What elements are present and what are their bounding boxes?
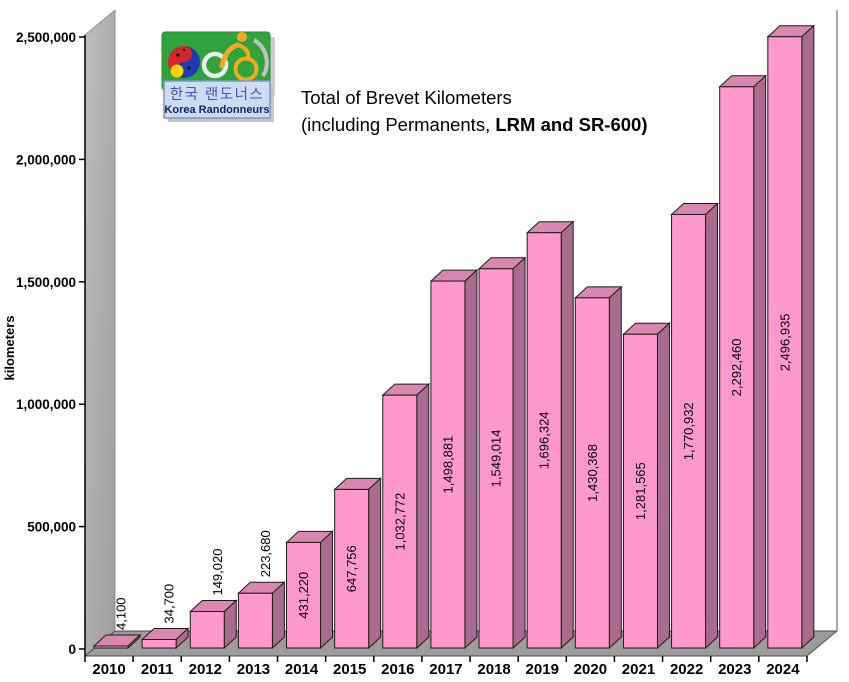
bar-side-2016 [416,383,430,650]
chart-title: Total of Brevet Kilometers (including Pe… [301,84,648,138]
bar-value-label-2013: 223,680 [258,530,273,577]
y-tick-label: 1,000,000 [16,397,76,412]
y-tick-label: 2,500,000 [16,30,76,45]
bar-value-label-2022: 1,770,932 [681,402,696,460]
bar-2010 [93,645,129,649]
bar-value-label-2011: 34,700 [162,584,177,624]
bar-side-2022 [705,202,719,650]
bar-2021 [622,333,658,649]
bar-2011 [141,639,177,649]
x-tick-label-2021: 2021 [622,661,655,678]
korea-randonneurs-logo: 한국 랜도너스 Korea Randonneurs [161,31,275,122]
bar-value-label-2016: 1,032,772 [392,493,407,551]
bar-2024 [767,36,803,649]
x-tick-label-2022: 2022 [670,661,703,678]
bar-value-label-2018: 1,549,014 [489,429,504,487]
bar-2018 [478,268,514,649]
bar-2023 [719,86,755,649]
bar-side-2023 [753,74,767,650]
y-tick-label: 0 [68,642,76,657]
bar-value-label-2012: 149,020 [210,549,225,596]
bar-2012 [189,611,225,649]
bar-value-label-2010: 4,100 [114,597,129,630]
bar-value-label-2014: 431,220 [296,572,311,619]
bar-2015 [334,488,370,649]
bar-value-label-2021: 1,281,565 [633,462,648,520]
bar-value-label-2017: 1,498,881 [440,436,455,494]
chart-title-line1: Total of Brevet Kilometers [301,87,512,108]
x-tick-label-2010: 2010 [92,661,125,678]
bar-side-2017 [464,268,478,650]
x-tick-label-2023: 2023 [718,661,751,678]
front-wheel-icon [201,51,229,79]
bar-2016 [382,394,418,649]
x-tick-label-2012: 2012 [189,661,222,678]
bar-2019 [526,232,562,649]
bar-side-2014 [320,530,334,650]
x-tick-label-2019: 2019 [526,661,559,678]
bar-2020 [574,297,610,649]
bar-value-label-2015: 647,756 [344,545,359,592]
bar-2017 [430,280,466,649]
x-tick-label-2011: 2011 [141,661,174,678]
bar-side-2021 [656,322,670,650]
chart-title-line2: (including Permanents, LRM and SR-600) [301,114,648,135]
x-tick-label-2020: 2020 [574,661,607,678]
x-tick-label-2013: 2013 [237,661,270,678]
y-tick-label: 2,000,000 [16,152,76,167]
bar-side-2018 [512,256,526,650]
bar-side-2013 [271,581,285,650]
logo-name-plate [163,80,271,119]
bar-side-2015 [368,477,382,650]
x-tick-label-2014: 2014 [285,661,319,678]
x-tick-label-2016: 2016 [381,661,414,678]
bar-value-label-2024: 2,496,935 [777,313,792,371]
x-tick-label-2015: 2015 [333,661,366,678]
x-tick-label-2018: 2018 [477,661,510,678]
logo-swoosh [252,38,269,78]
x-tick-label-2024: 2024 [766,661,800,678]
y-tick-label: 1,500,000 [16,275,76,290]
bar-side-2024 [801,24,815,650]
bar-side-2020 [608,285,622,650]
logo-english-name: Korea Randonneurs [164,104,269,116]
plot-left-wall [84,9,116,657]
x-tick-label-2017: 2017 [429,661,462,678]
bar-2014 [286,541,322,649]
y-tick-label: 500,000 [27,520,76,535]
bar-value-label-2023: 2,292,460 [729,338,744,396]
bar-side-2019 [560,220,574,650]
bar-value-label-2020: 1,430,368 [585,444,600,502]
bar-2022 [671,213,707,649]
logo-korean-name: 한국 랜도너스 [170,86,265,103]
bar-value-label-2019: 1,696,324 [537,411,552,469]
taegeuk-swirl-icon [168,46,200,78]
cyclist-icon [219,32,259,82]
bar-2013 [237,592,273,649]
y-axis-title: kilometers [2,315,17,380]
